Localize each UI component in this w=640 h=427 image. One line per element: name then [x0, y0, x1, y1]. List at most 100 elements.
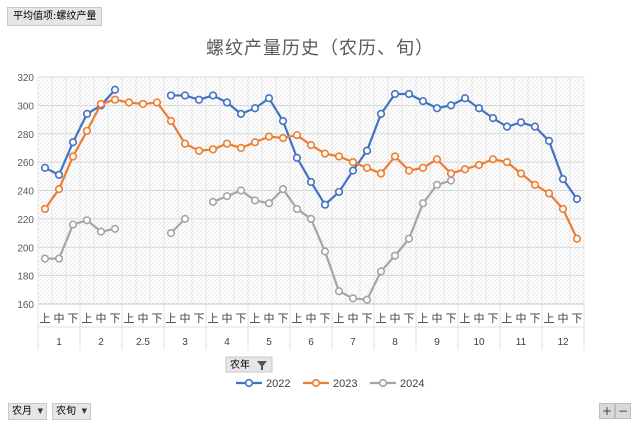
data-point-2024: [376, 267, 386, 276]
data-point-2022: [530, 122, 540, 131]
data-point-2023: [138, 99, 148, 109]
x-sub-tick-label: 上: [460, 312, 471, 325]
x-sub-tick-label: 下: [110, 312, 121, 325]
x-sub-tick-label: 中: [558, 312, 569, 325]
data-point-2022: [208, 91, 218, 100]
data-point-2023: [362, 163, 372, 172]
data-point-2022: [348, 166, 358, 175]
data-point-2023: [194, 146, 204, 155]
filter-dropdown-icon: [257, 361, 267, 370]
x-sub-tick-label: 下: [404, 312, 415, 325]
legend-label-2023: 2023: [333, 378, 357, 390]
x-sub-tick-label: 中: [516, 312, 527, 325]
data-point-2024: [82, 216, 92, 225]
expand-button[interactable]: +: [599, 403, 615, 419]
data-point-2022: [68, 138, 78, 147]
x-sub-tick-label: 中: [222, 312, 233, 325]
data-point-2023: [488, 155, 498, 164]
y-tick-label: 280: [17, 130, 34, 141]
x-sub-tick-label: 下: [278, 312, 289, 325]
data-point-2023: [292, 131, 302, 140]
legend-label-2024: 2024: [400, 378, 424, 390]
data-point-2023: [572, 234, 582, 243]
filter-nongxun-label: 农旬: [56, 406, 76, 417]
x-sub-tick-label: 上: [292, 312, 303, 325]
x-sub-tick-label: 上: [82, 312, 93, 325]
series-filter-button: [225, 356, 273, 373]
data-point-2024: [54, 254, 64, 263]
data-point-2022: [194, 95, 204, 104]
dropdown-arrow-icon: ▼: [37, 407, 43, 415]
data-point-2022: [446, 101, 456, 110]
x-group-tick-label: 1: [56, 337, 62, 348]
data-point-2023: [334, 152, 344, 161]
data-point-2024: [418, 199, 428, 208]
data-point-2022: [390, 89, 400, 99]
data-point-2022: [502, 122, 512, 131]
data-point-2023: [446, 169, 456, 178]
x-sub-tick-label: 下: [320, 312, 331, 325]
data-point-2022: [54, 170, 64, 179]
x-sub-tick-label: 上: [376, 312, 387, 325]
legend-label-2022: 2022: [266, 378, 290, 390]
data-point-2023: [278, 133, 288, 143]
data-point-2023: [474, 160, 484, 170]
data-point-2022: [474, 104, 484, 113]
data-point-2024: [250, 196, 260, 205]
data-point-2023: [166, 116, 176, 126]
y-tick-label: 320: [17, 73, 34, 84]
x-sub-tick-label: 上: [250, 312, 261, 325]
data-point-2022: [362, 146, 372, 155]
x-sub-tick-label: 下: [446, 312, 457, 325]
data-point-2023: [264, 132, 274, 141]
data-point-2022: [460, 94, 470, 103]
data-point-2023: [250, 138, 260, 147]
data-point-2023: [96, 99, 106, 109]
data-point-2024: [320, 247, 330, 256]
x-group-tick-label: 9: [434, 337, 440, 348]
series-filter-label: 农年: [230, 358, 250, 371]
data-point-2023: [516, 169, 526, 178]
data-point-2023: [418, 163, 428, 172]
data-point-2023: [54, 184, 64, 194]
data-point-2023: [82, 126, 92, 136]
data-point-2023: [180, 139, 190, 148]
x-sub-tick-label: 下: [194, 312, 205, 325]
x-group-tick-label: 2.5: [136, 337, 150, 348]
data-point-2022: [306, 177, 316, 187]
x-sub-tick-label: 上: [166, 312, 177, 325]
collapse-button[interactable]: −: [615, 403, 631, 419]
dropdown-arrow-icon: ▼: [81, 407, 87, 415]
data-point-2022: [166, 91, 176, 100]
legend-marker-2023: [311, 378, 321, 388]
x-sub-tick-label: 中: [54, 312, 65, 325]
data-point-2022: [40, 163, 50, 172]
data-point-2022: [250, 104, 260, 113]
x-group-tick-label: 8: [392, 337, 398, 348]
data-point-2022: [544, 136, 554, 145]
x-sub-tick-label: 下: [572, 312, 583, 325]
x-group-tick-label: 2: [98, 337, 104, 348]
data-point-2022: [488, 114, 498, 123]
x-sub-tick-label: 下: [152, 312, 163, 325]
legend-marker-2022: [244, 378, 254, 388]
data-point-2023: [320, 149, 330, 158]
data-point-2023: [558, 204, 568, 214]
data-point-2023: [390, 152, 400, 161]
x-sub-tick-label: 中: [390, 312, 401, 325]
x-sub-tick-label: 下: [530, 312, 541, 325]
x-group-tick-label: 11: [516, 337, 527, 348]
data-point-2023: [222, 139, 232, 148]
x-sub-tick-label: 上: [334, 312, 345, 325]
x-sub-tick-label: 中: [474, 312, 485, 325]
data-point-2024: [292, 204, 302, 214]
filter-nongxun-button[interactable]: 农旬 ▼: [52, 403, 91, 420]
data-point-2022: [110, 85, 120, 94]
x-sub-tick-label: 下: [488, 312, 499, 325]
filter-nongyue-button[interactable]: 农月 ▼: [8, 403, 47, 420]
data-point-2022: [278, 116, 288, 126]
x-sub-tick-label: 上: [208, 312, 219, 325]
data-point-2023: [306, 141, 316, 150]
value-field-tag[interactable]: 平均值项:螺纹产量: [7, 7, 103, 26]
